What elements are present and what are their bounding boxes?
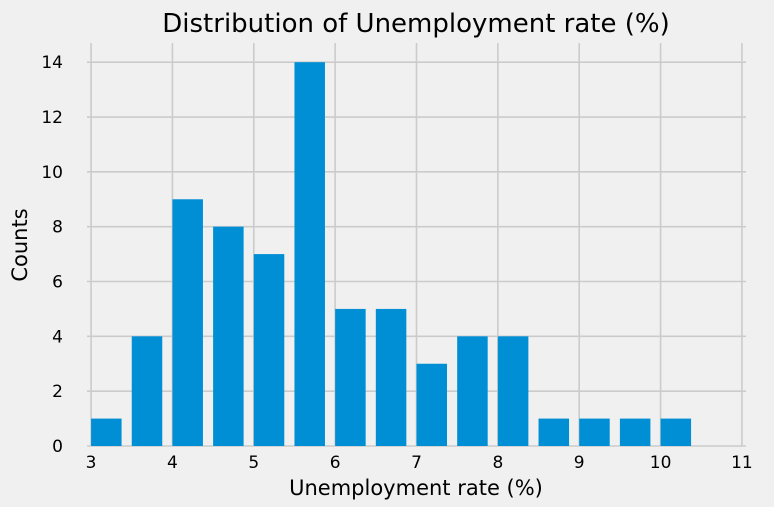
y-tick-label: 6 <box>52 273 63 293</box>
bar-14 <box>660 418 692 446</box>
y-tick-labels: 0 2 4 6 8 10 12 14 <box>41 53 63 457</box>
x-tick-label: 4 <box>167 453 178 473</box>
y-axis-label: Counts <box>8 208 32 281</box>
x-tick-label: 10 <box>650 453 672 473</box>
y-tick-label: 0 <box>52 437 63 457</box>
bar-9 <box>457 336 488 446</box>
chart-title: Distribution of Unemployment rate (%) <box>162 9 669 39</box>
x-tick-label: 6 <box>330 453 341 473</box>
bar-3 <box>213 226 244 446</box>
x-tick-label: 5 <box>248 453 259 473</box>
x-tick-label: 9 <box>574 453 585 473</box>
bar-7 <box>375 308 407 446</box>
bar-11 <box>538 418 570 446</box>
x-tick-label: 3 <box>86 453 97 473</box>
bar-0 <box>91 418 122 446</box>
y-tick-label: 10 <box>41 163 63 183</box>
bar-4 <box>253 254 285 446</box>
bar-5 <box>294 62 325 446</box>
bars <box>91 62 692 446</box>
bar-8 <box>416 363 448 446</box>
x-tick-label: 7 <box>411 453 422 473</box>
bar-12 <box>579 418 610 446</box>
bar-1 <box>131 336 163 446</box>
y-tick-label: 2 <box>52 382 63 402</box>
bar-6 <box>335 308 366 446</box>
y-tick-label: 4 <box>52 327 63 347</box>
x-tick-label: 11 <box>731 453 753 473</box>
y-tick-label: 12 <box>41 108 63 128</box>
x-tick-labels: 3 4 5 6 7 8 9 10 11 <box>86 453 753 473</box>
x-axis-label: Unemployment rate (%) <box>289 476 543 500</box>
y-tick-label: 8 <box>52 218 63 238</box>
bar-13 <box>619 418 651 446</box>
y-tick-label: 14 <box>41 53 63 73</box>
bar-10 <box>497 336 529 446</box>
x-tick-label: 8 <box>492 453 503 473</box>
bar-2 <box>172 199 203 446</box>
